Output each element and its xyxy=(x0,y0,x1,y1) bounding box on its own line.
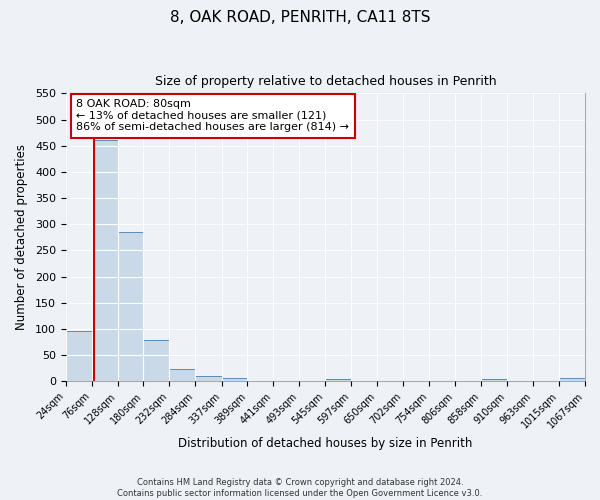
Text: 8, OAK ROAD, PENRITH, CA11 8TS: 8, OAK ROAD, PENRITH, CA11 8TS xyxy=(170,10,430,25)
Bar xyxy=(221,378,247,381)
Bar xyxy=(118,232,143,381)
Bar xyxy=(481,378,507,381)
Bar xyxy=(195,376,221,381)
Bar xyxy=(143,340,169,381)
Title: Size of property relative to detached houses in Penrith: Size of property relative to detached ho… xyxy=(155,75,496,88)
Text: 8 OAK ROAD: 80sqm
← 13% of detached houses are smaller (121)
86% of semi-detache: 8 OAK ROAD: 80sqm ← 13% of detached hous… xyxy=(76,99,349,132)
Bar xyxy=(325,378,351,381)
Bar xyxy=(66,332,92,381)
Bar xyxy=(559,378,585,381)
Bar xyxy=(169,368,195,381)
X-axis label: Distribution of detached houses by size in Penrith: Distribution of detached houses by size … xyxy=(178,437,473,450)
Bar xyxy=(92,140,118,381)
Y-axis label: Number of detached properties: Number of detached properties xyxy=(15,144,28,330)
Text: Contains HM Land Registry data © Crown copyright and database right 2024.
Contai: Contains HM Land Registry data © Crown c… xyxy=(118,478,482,498)
